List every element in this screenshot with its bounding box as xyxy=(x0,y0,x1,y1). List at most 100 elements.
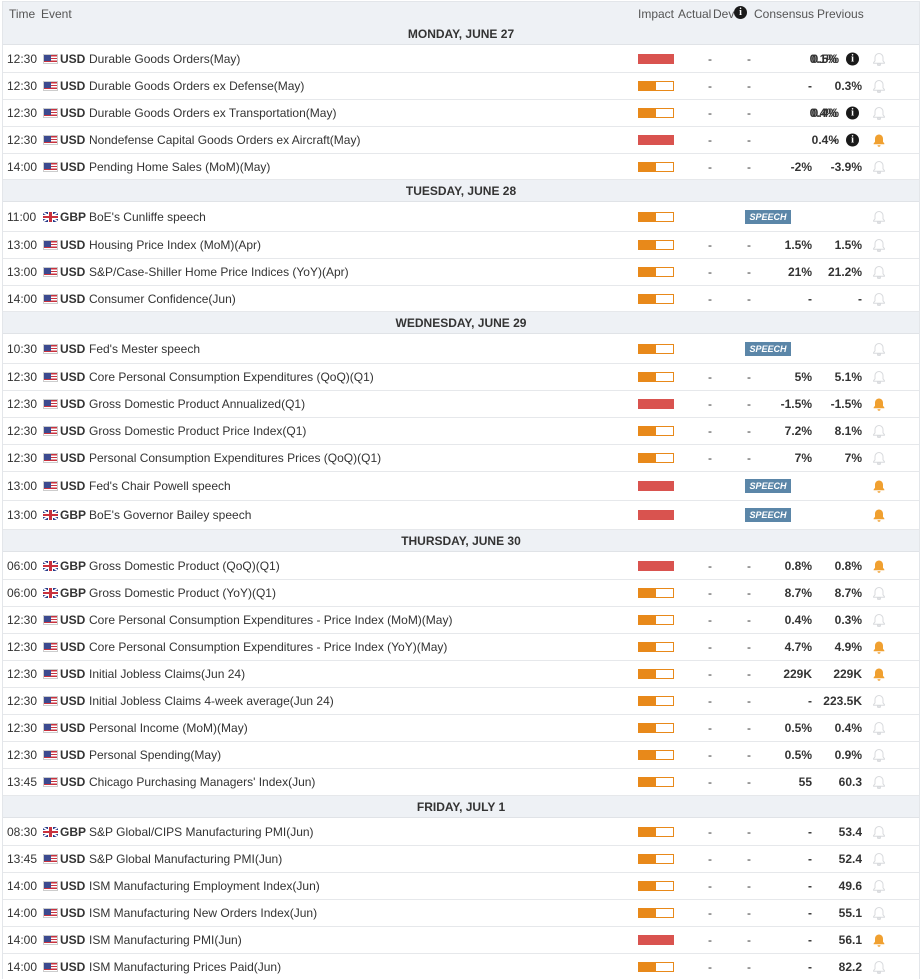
event-name[interactable]: S&P Global/CIPS Manufacturing PMI(Jun) xyxy=(89,825,314,839)
event-name[interactable]: Personal Income (MoM)(May) xyxy=(89,721,248,735)
event-name[interactable]: Consumer Confidence(Jun) xyxy=(89,291,236,306)
event-row[interactable]: 12:30 USD Personal Spending(May) - - 0.5% 0.9% xyxy=(3,742,919,769)
event-row[interactable]: 14:00 USD ISM Manufacturing PMI(Jun) - - - 56.… xyxy=(3,927,919,954)
event-row[interactable]: 12:30 USD Gross Domestic Product Price Ind… xyxy=(3,418,919,445)
event-row[interactable]: 14:00 USD Pending Home Sales (MoM)(May) - - -… xyxy=(3,154,919,180)
event-name[interactable]: Gross Domestic Product Price Index(Q1) xyxy=(89,424,307,438)
event-name[interactable]: Durable Goods Orders(May) xyxy=(89,52,241,66)
event-name[interactable]: ISM Manufacturing PMI(Jun) xyxy=(89,933,242,947)
bell-icon[interactable] xyxy=(872,960,886,974)
bell-active-icon[interactable] xyxy=(872,397,886,411)
bell-icon[interactable] xyxy=(872,586,886,600)
bell-icon[interactable] xyxy=(872,721,886,735)
bell-icon[interactable] xyxy=(872,370,886,384)
event-row[interactable]: 13:00 USD Housing Price Index (MoM)(Apr) - -… xyxy=(3,232,919,259)
event-row[interactable]: 13:00 USD Fed's Chair Powell speech SPEECH xyxy=(3,472,919,501)
event-row[interactable]: 14:00 USD Consumer Confidence(Jun) - - - - xyxy=(3,286,919,312)
info-icon[interactable]: i xyxy=(846,52,859,66)
info-icon[interactable]: i xyxy=(846,106,859,120)
event-row[interactable]: 12:30 USD Initial Jobless Claims(Jun 24) - -… xyxy=(3,661,919,688)
event-name[interactable]: S&P Global Manufacturing PMI(Jun) xyxy=(89,852,283,866)
bell-icon[interactable] xyxy=(872,613,886,627)
event-row[interactable]: 12:30 USD Personal Income (MoM)(May) - - 0.5%… xyxy=(3,715,919,742)
event-row[interactable]: 12:30 USD Core Personal Consumption Expend… xyxy=(3,634,919,661)
event-row[interactable]: 14:00 USD ISM Manufacturing Prices Paid(Ju… xyxy=(3,954,919,979)
event-name[interactable]: ISM Manufacturing Employment Index(Jun) xyxy=(89,879,320,893)
bell-icon[interactable] xyxy=(872,451,886,465)
event-row[interactable]: 10:30 USD Fed's Mester speech SPEECH xyxy=(3,335,919,364)
event-name[interactable]: S&P/Case-Shiller Home Price Indices (YoY… xyxy=(89,265,349,279)
event-name[interactable]: Housing Price Index (MoM)(Apr) xyxy=(89,238,262,252)
event-row[interactable]: 13:00 GBP BoE's Governor Bailey speech SPEE… xyxy=(3,501,919,530)
event-name[interactable]: BoE's Cunliffe speech xyxy=(89,210,206,224)
bell-icon[interactable] xyxy=(872,106,886,120)
event-row[interactable]: 12:30 USD Core Personal Consumption Expend… xyxy=(3,364,919,391)
event-row[interactable]: 12:30 USD Durable Goods Orders ex Defense(… xyxy=(3,73,919,100)
event-row[interactable]: 12:30 USD Personal Consumption Expenditure… xyxy=(3,445,919,472)
header-actual[interactable]: Actual xyxy=(678,7,712,21)
event-row[interactable]: 11:00 GBP BoE's Cunliffe speech SPEECH xyxy=(3,203,919,232)
event-name[interactable]: ISM Manufacturing New Orders Index(Jun) xyxy=(89,906,318,920)
event-row[interactable]: 13:45 USD Chicago Purchasing Managers' Ind… xyxy=(3,769,919,796)
event-name[interactable]: Personal Consumption Expenditures Prices… xyxy=(89,451,382,465)
bell-active-icon[interactable] xyxy=(872,667,886,681)
event-name[interactable]: Durable Goods Orders ex Defense(May) xyxy=(89,79,305,93)
bell-icon[interactable] xyxy=(872,265,886,279)
bell-icon[interactable] xyxy=(872,852,886,866)
event-row[interactable]: 12:30 USD Core Personal Consumption Expend… xyxy=(3,607,919,634)
event-row[interactable]: 08:30 GBP S&P Global/CIPS Manufacturing PM… xyxy=(3,819,919,846)
event-name[interactable]: Gross Domestic Product (YoY)(Q1) xyxy=(89,586,276,600)
event-row[interactable]: 14:00 USD ISM Manufacturing New Orders Ind… xyxy=(3,900,919,927)
event-row[interactable]: 14:00 USD ISM Manufacturing Employment Ind… xyxy=(3,873,919,900)
bell-icon[interactable] xyxy=(872,292,886,306)
event-row[interactable]: 12:30 USD Gross Domestic Product Annualize… xyxy=(3,391,919,418)
event-row[interactable]: 06:00 GBP Gross Domestic Product (QoQ)(Q1)… xyxy=(3,553,919,580)
bell-icon[interactable] xyxy=(872,424,886,438)
dev-info-icon[interactable]: i xyxy=(734,6,747,19)
bell-icon[interactable] xyxy=(872,825,886,839)
event-name[interactable]: Initial Jobless Claims(Jun 24) xyxy=(89,667,246,681)
info-icon[interactable]: i xyxy=(846,133,859,147)
event-name[interactable]: Gross Domestic Product Annualized(Q1) xyxy=(89,397,306,411)
bell-icon[interactable] xyxy=(872,694,886,708)
event-name[interactable]: Initial Jobless Claims 4-week average(Ju… xyxy=(89,694,334,708)
event-row[interactable]: 12:30 USD Durable Goods Orders ex Transpor… xyxy=(3,100,919,127)
bell-icon[interactable] xyxy=(872,79,886,93)
bell-active-icon[interactable] xyxy=(872,640,886,654)
bell-active-icon[interactable] xyxy=(872,133,886,147)
header-event[interactable]: Event xyxy=(41,7,72,21)
event-name[interactable]: Fed's Chair Powell speech xyxy=(89,479,231,493)
bell-icon[interactable] xyxy=(872,160,886,174)
header-time[interactable]: Time xyxy=(9,7,36,21)
bell-icon[interactable] xyxy=(872,52,886,66)
bell-icon[interactable] xyxy=(872,342,886,356)
event-row[interactable]: 12:30 USD Initial Jobless Claims 4-week av… xyxy=(3,688,919,715)
event-name[interactable]: Core Personal Consumption Expenditures -… xyxy=(89,613,453,627)
event-name[interactable]: Chicago Purchasing Managers' Index(Jun) xyxy=(89,775,316,789)
bell-icon[interactable] xyxy=(872,775,886,789)
header-previous[interactable]: Previous xyxy=(817,7,864,21)
event-row[interactable]: 13:00 USD S&P/Case-Shiller Home Price Indi… xyxy=(3,259,919,286)
event-name[interactable]: Durable Goods Orders ex Transportation(M… xyxy=(89,106,337,120)
bell-icon[interactable] xyxy=(872,879,886,893)
bell-active-icon[interactable] xyxy=(872,933,886,947)
event-row[interactable]: 12:30 USD Nondefense Capital Goods Orders … xyxy=(3,127,919,154)
event-name[interactable]: Personal Spending(May) xyxy=(89,748,222,762)
event-row[interactable]: 13:45 USD S&P Global Manufacturing PMI(Jun… xyxy=(3,846,919,873)
event-name[interactable]: Core Personal Consumption Expenditures -… xyxy=(89,640,448,654)
event-name[interactable]: Nondefense Capital Goods Orders ex Aircr… xyxy=(89,133,361,147)
bell-active-icon[interactable] xyxy=(872,559,886,573)
header-consensus[interactable]: Consensus xyxy=(754,7,815,21)
event-name[interactable]: Fed's Mester speech xyxy=(89,342,201,356)
event-name[interactable]: Pending Home Sales (MoM)(May) xyxy=(89,159,271,174)
event-name[interactable]: Core Personal Consumption Expenditures (… xyxy=(89,370,374,384)
event-name[interactable]: Gross Domestic Product (QoQ)(Q1) xyxy=(89,559,280,573)
bell-icon[interactable] xyxy=(872,238,886,252)
bell-active-icon[interactable] xyxy=(872,479,886,493)
event-name[interactable]: ISM Manufacturing Prices Paid(Jun) xyxy=(89,960,282,974)
event-name[interactable]: BoE's Governor Bailey speech xyxy=(89,508,252,522)
bell-icon[interactable] xyxy=(872,906,886,920)
bell-active-icon[interactable] xyxy=(872,508,886,522)
event-row[interactable]: 12:30 USD Durable Goods Orders(May) - - 0.1% 0… xyxy=(3,46,919,73)
bell-icon[interactable] xyxy=(872,748,886,762)
